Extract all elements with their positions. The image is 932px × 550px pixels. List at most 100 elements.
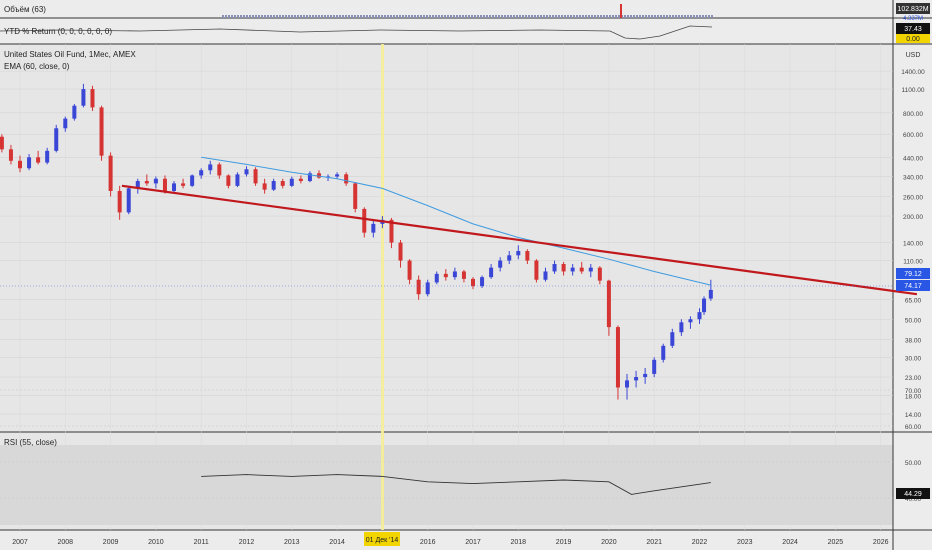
candle-body bbox=[534, 260, 539, 280]
y-tick-label: 140.00 bbox=[903, 241, 923, 248]
candle bbox=[543, 267, 548, 282]
candle bbox=[172, 181, 177, 194]
crosshair-date-badge bbox=[364, 532, 400, 546]
volume-bar bbox=[564, 15, 566, 18]
candle-body bbox=[702, 298, 707, 313]
volume-bar bbox=[267, 15, 269, 18]
volume-bar bbox=[333, 15, 335, 18]
x-tick-label: 2022 bbox=[692, 539, 708, 546]
candle bbox=[588, 264, 593, 278]
candle bbox=[471, 277, 475, 290]
volume-bar bbox=[459, 15, 461, 18]
candle bbox=[108, 152, 113, 197]
candle-body bbox=[108, 155, 113, 191]
volume-bar bbox=[432, 15, 434, 18]
volume-bar bbox=[645, 15, 647, 18]
volume-bar bbox=[465, 15, 467, 18]
volume-bar bbox=[318, 15, 320, 18]
y-tick-label: 18.00 bbox=[905, 393, 922, 400]
volume-bar bbox=[651, 15, 653, 18]
volume-bar bbox=[648, 15, 650, 18]
volume-bar bbox=[342, 15, 344, 18]
candle-body bbox=[0, 136, 4, 150]
candle-body bbox=[670, 332, 675, 346]
volume-bar bbox=[591, 15, 593, 18]
candle-body bbox=[579, 267, 584, 272]
candle-body bbox=[199, 170, 204, 176]
candle bbox=[597, 266, 602, 285]
rsi-tick-label: 50.00 bbox=[905, 460, 922, 467]
candle bbox=[643, 367, 648, 384]
ema-title: EMA (60, close, 0) bbox=[4, 62, 70, 71]
volume-bar bbox=[423, 15, 425, 18]
ytd-zero-badge bbox=[896, 34, 930, 43]
volume-bar bbox=[438, 15, 440, 18]
candle-body bbox=[54, 128, 59, 151]
volume-bar bbox=[693, 15, 695, 18]
volume-bar bbox=[315, 15, 317, 18]
grid-layer bbox=[0, 44, 893, 530]
volume-bar bbox=[549, 15, 551, 18]
volume-bar bbox=[606, 15, 608, 18]
volume-bar bbox=[462, 15, 464, 18]
volume-bar bbox=[405, 15, 407, 18]
candle-body bbox=[135, 181, 140, 189]
candle-body bbox=[72, 105, 77, 119]
volume-bar bbox=[525, 15, 527, 18]
candle bbox=[480, 275, 485, 289]
candle bbox=[398, 239, 403, 268]
candle-body bbox=[181, 183, 186, 186]
volume-bar bbox=[426, 15, 428, 18]
rsi-band bbox=[0, 445, 893, 525]
ytd-value-badge bbox=[896, 23, 930, 34]
last-price-label: 74.17 bbox=[904, 283, 922, 290]
candle bbox=[262, 178, 267, 194]
volume-bar bbox=[588, 15, 590, 18]
candle bbox=[208, 160, 213, 175]
volume-bar bbox=[642, 15, 644, 18]
candle bbox=[135, 178, 140, 194]
volume-bar bbox=[222, 15, 224, 18]
candle-body bbox=[289, 178, 294, 186]
candle bbox=[63, 116, 68, 132]
volume-bar bbox=[261, 15, 263, 18]
rsi-value-badge bbox=[896, 488, 930, 499]
candle bbox=[181, 178, 186, 189]
candle-body bbox=[688, 319, 693, 323]
volume-bar bbox=[276, 15, 278, 18]
candle bbox=[652, 357, 657, 378]
last-price-badge bbox=[896, 280, 930, 291]
rsi-tick-label: 70.00 bbox=[905, 388, 922, 395]
candle-body bbox=[172, 183, 177, 191]
candle-body bbox=[90, 89, 95, 108]
candle bbox=[561, 261, 566, 276]
candle-body bbox=[416, 279, 421, 295]
candle-body bbox=[498, 260, 503, 268]
volume-bar bbox=[579, 15, 581, 18]
volume-bar bbox=[666, 15, 668, 18]
volume-bar bbox=[357, 15, 359, 18]
volume-bar bbox=[417, 15, 419, 18]
candle bbox=[72, 104, 77, 121]
candle bbox=[625, 373, 630, 400]
candle bbox=[244, 166, 249, 177]
y-tick-label: 800.00 bbox=[903, 111, 923, 118]
candle-body bbox=[461, 271, 466, 279]
currency-label: USD bbox=[906, 52, 921, 59]
volume-value-badge bbox=[896, 3, 930, 14]
candle bbox=[307, 171, 312, 183]
volume-bar bbox=[519, 15, 521, 18]
rsi-tick-label: 60.00 bbox=[905, 424, 922, 431]
candle bbox=[344, 172, 349, 186]
x-tick-label: 2008 bbox=[58, 539, 74, 546]
candle-body bbox=[452, 271, 457, 278]
candle bbox=[18, 155, 22, 173]
y-tick-label: 440.00 bbox=[903, 155, 923, 162]
volume-bar bbox=[471, 15, 473, 18]
candle bbox=[452, 267, 457, 280]
volume-bars bbox=[222, 4, 713, 18]
x-tick-label: 2011 bbox=[194, 539, 209, 546]
candle bbox=[316, 170, 321, 179]
candle-body bbox=[389, 219, 394, 243]
volume-bar bbox=[612, 15, 614, 18]
